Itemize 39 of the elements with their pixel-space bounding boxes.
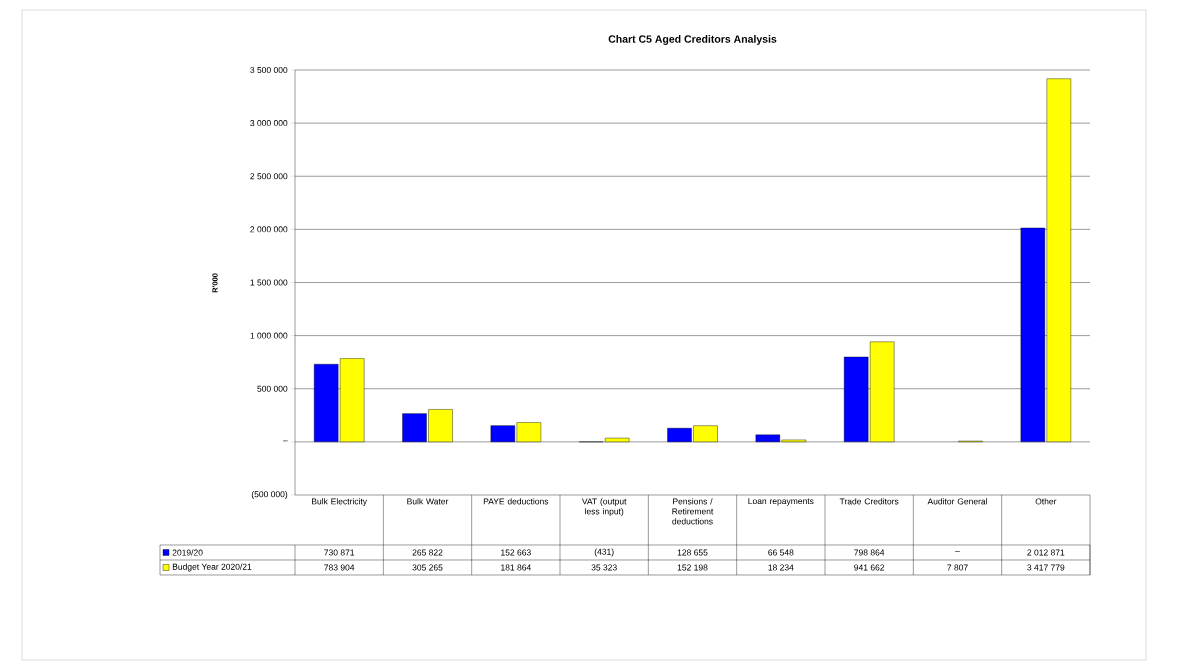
- y-tick-label: 2 000 000: [250, 226, 288, 233]
- data-label: 265 822: [412, 549, 443, 556]
- x-tick-label: Loan repayments: [748, 498, 814, 506]
- data-label: 783 904: [324, 564, 355, 571]
- data-label: 941 662: [854, 564, 885, 571]
- x-tick-label: VAT (output less input): [581, 498, 627, 517]
- data-label: 798 864: [854, 549, 885, 556]
- x-tick-label: Trade Creditors: [839, 498, 899, 505]
- data-label: (431): [594, 548, 614, 557]
- y-tick-label: 3 500 000: [250, 66, 288, 73]
- x-tick-label: PAYE deductions: [483, 498, 549, 505]
- y-tick-label: 2 500 000: [250, 173, 288, 180]
- data-label: 730 871: [324, 549, 355, 556]
- x-tick-label: Bulk Water: [407, 498, 449, 505]
- data-label: 152 198: [677, 564, 708, 571]
- legend-label: 2019/20: [172, 549, 203, 556]
- x-tick-label: Auditor General: [927, 498, 987, 505]
- chart-title: Chart C5 Aged Creditors Analysis: [608, 35, 777, 45]
- data-label: 3 417 779: [1027, 564, 1065, 571]
- text: –: [955, 551, 960, 552]
- x-tick-label: Pensions / Retirement deductions: [672, 498, 714, 525]
- y-tick-label: 500 000: [257, 385, 288, 392]
- data-label: 35 323: [591, 564, 617, 571]
- y-tick-label: –: [282, 440, 288, 442]
- y-tick-label: (500 000): [251, 491, 288, 499]
- data-label: 181 864: [501, 564, 531, 571]
- data-label: 7 807: [947, 564, 968, 571]
- y-tick-label: 1 000 000: [250, 332, 288, 339]
- x-tick-label: Bulk Electricity: [312, 498, 368, 507]
- y-tick-label: 1 500 000: [250, 279, 288, 286]
- y-tick-label: 3 000 000: [250, 120, 288, 127]
- data-label: 305 265: [412, 564, 443, 571]
- data-label: 128 655: [677, 549, 708, 556]
- data-label: 66 548: [768, 549, 794, 556]
- data-label: 2 012 871: [1027, 549, 1065, 556]
- x-tick-label: Other: [1035, 498, 1057, 505]
- data-label: 152 663: [501, 549, 531, 556]
- legend-label: Budget Year 2020/21: [172, 563, 252, 572]
- data-label: 18 234: [768, 564, 794, 571]
